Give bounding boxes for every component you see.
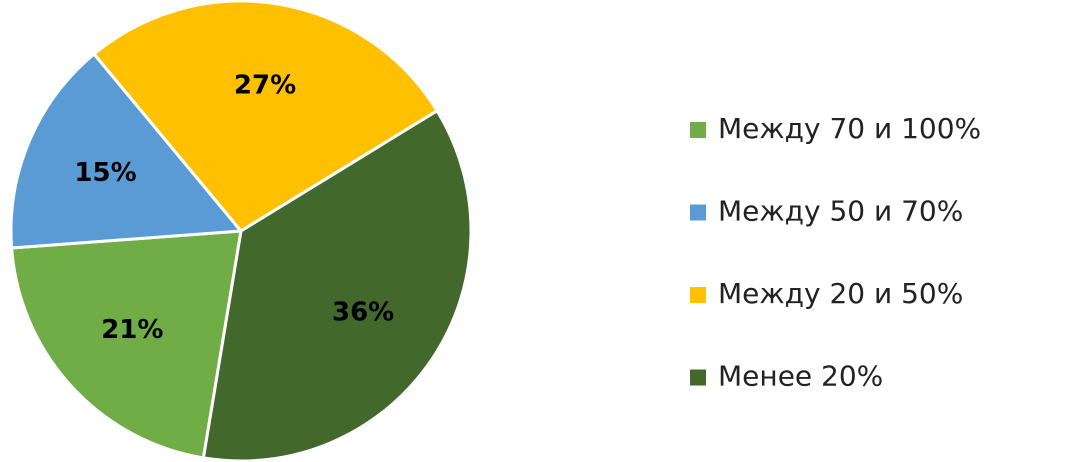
legend-swatch	[690, 122, 706, 138]
pie-slice	[91, 0, 440, 233]
pie-slice	[9, 51, 245, 250]
legend-label: Между 50 и 70%	[718, 195, 963, 228]
legend-swatch	[690, 204, 706, 221]
data-label: 15%	[74, 158, 136, 188]
data-label: 27%	[234, 70, 296, 100]
legend-label: Между 20 и 50%	[718, 277, 963, 310]
legend-label: Менее 20%	[718, 360, 883, 393]
legend-swatch	[690, 287, 706, 303]
data-label: 21%	[101, 315, 163, 345]
legend-label: Между 70 и 100%	[718, 112, 981, 145]
data-label: 36%	[332, 298, 394, 328]
pie-slice	[10, 229, 243, 460]
legend-swatch	[690, 369, 706, 386]
pie-slice	[201, 108, 473, 462]
